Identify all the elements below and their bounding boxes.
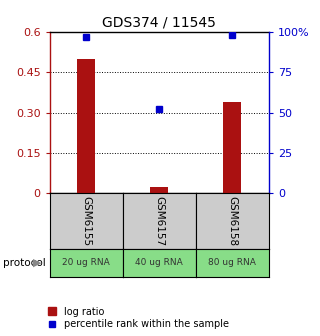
Bar (223, 102, 241, 193)
Text: 80 ug RNA: 80 ug RNA (208, 258, 256, 267)
Bar (150, 187, 168, 193)
Bar (77, 59, 95, 193)
Text: 40 ug RNA: 40 ug RNA (135, 258, 183, 267)
Text: GSM6155: GSM6155 (81, 196, 91, 246)
Text: protocol: protocol (3, 258, 46, 268)
Title: GDS374 / 11545: GDS374 / 11545 (102, 15, 216, 29)
Text: GSM6158: GSM6158 (227, 196, 237, 246)
Legend: log ratio, percentile rank within the sample: log ratio, percentile rank within the sa… (48, 306, 228, 330)
Text: ▶: ▶ (33, 258, 41, 268)
Text: GSM6157: GSM6157 (154, 196, 164, 246)
Text: 20 ug RNA: 20 ug RNA (62, 258, 110, 267)
